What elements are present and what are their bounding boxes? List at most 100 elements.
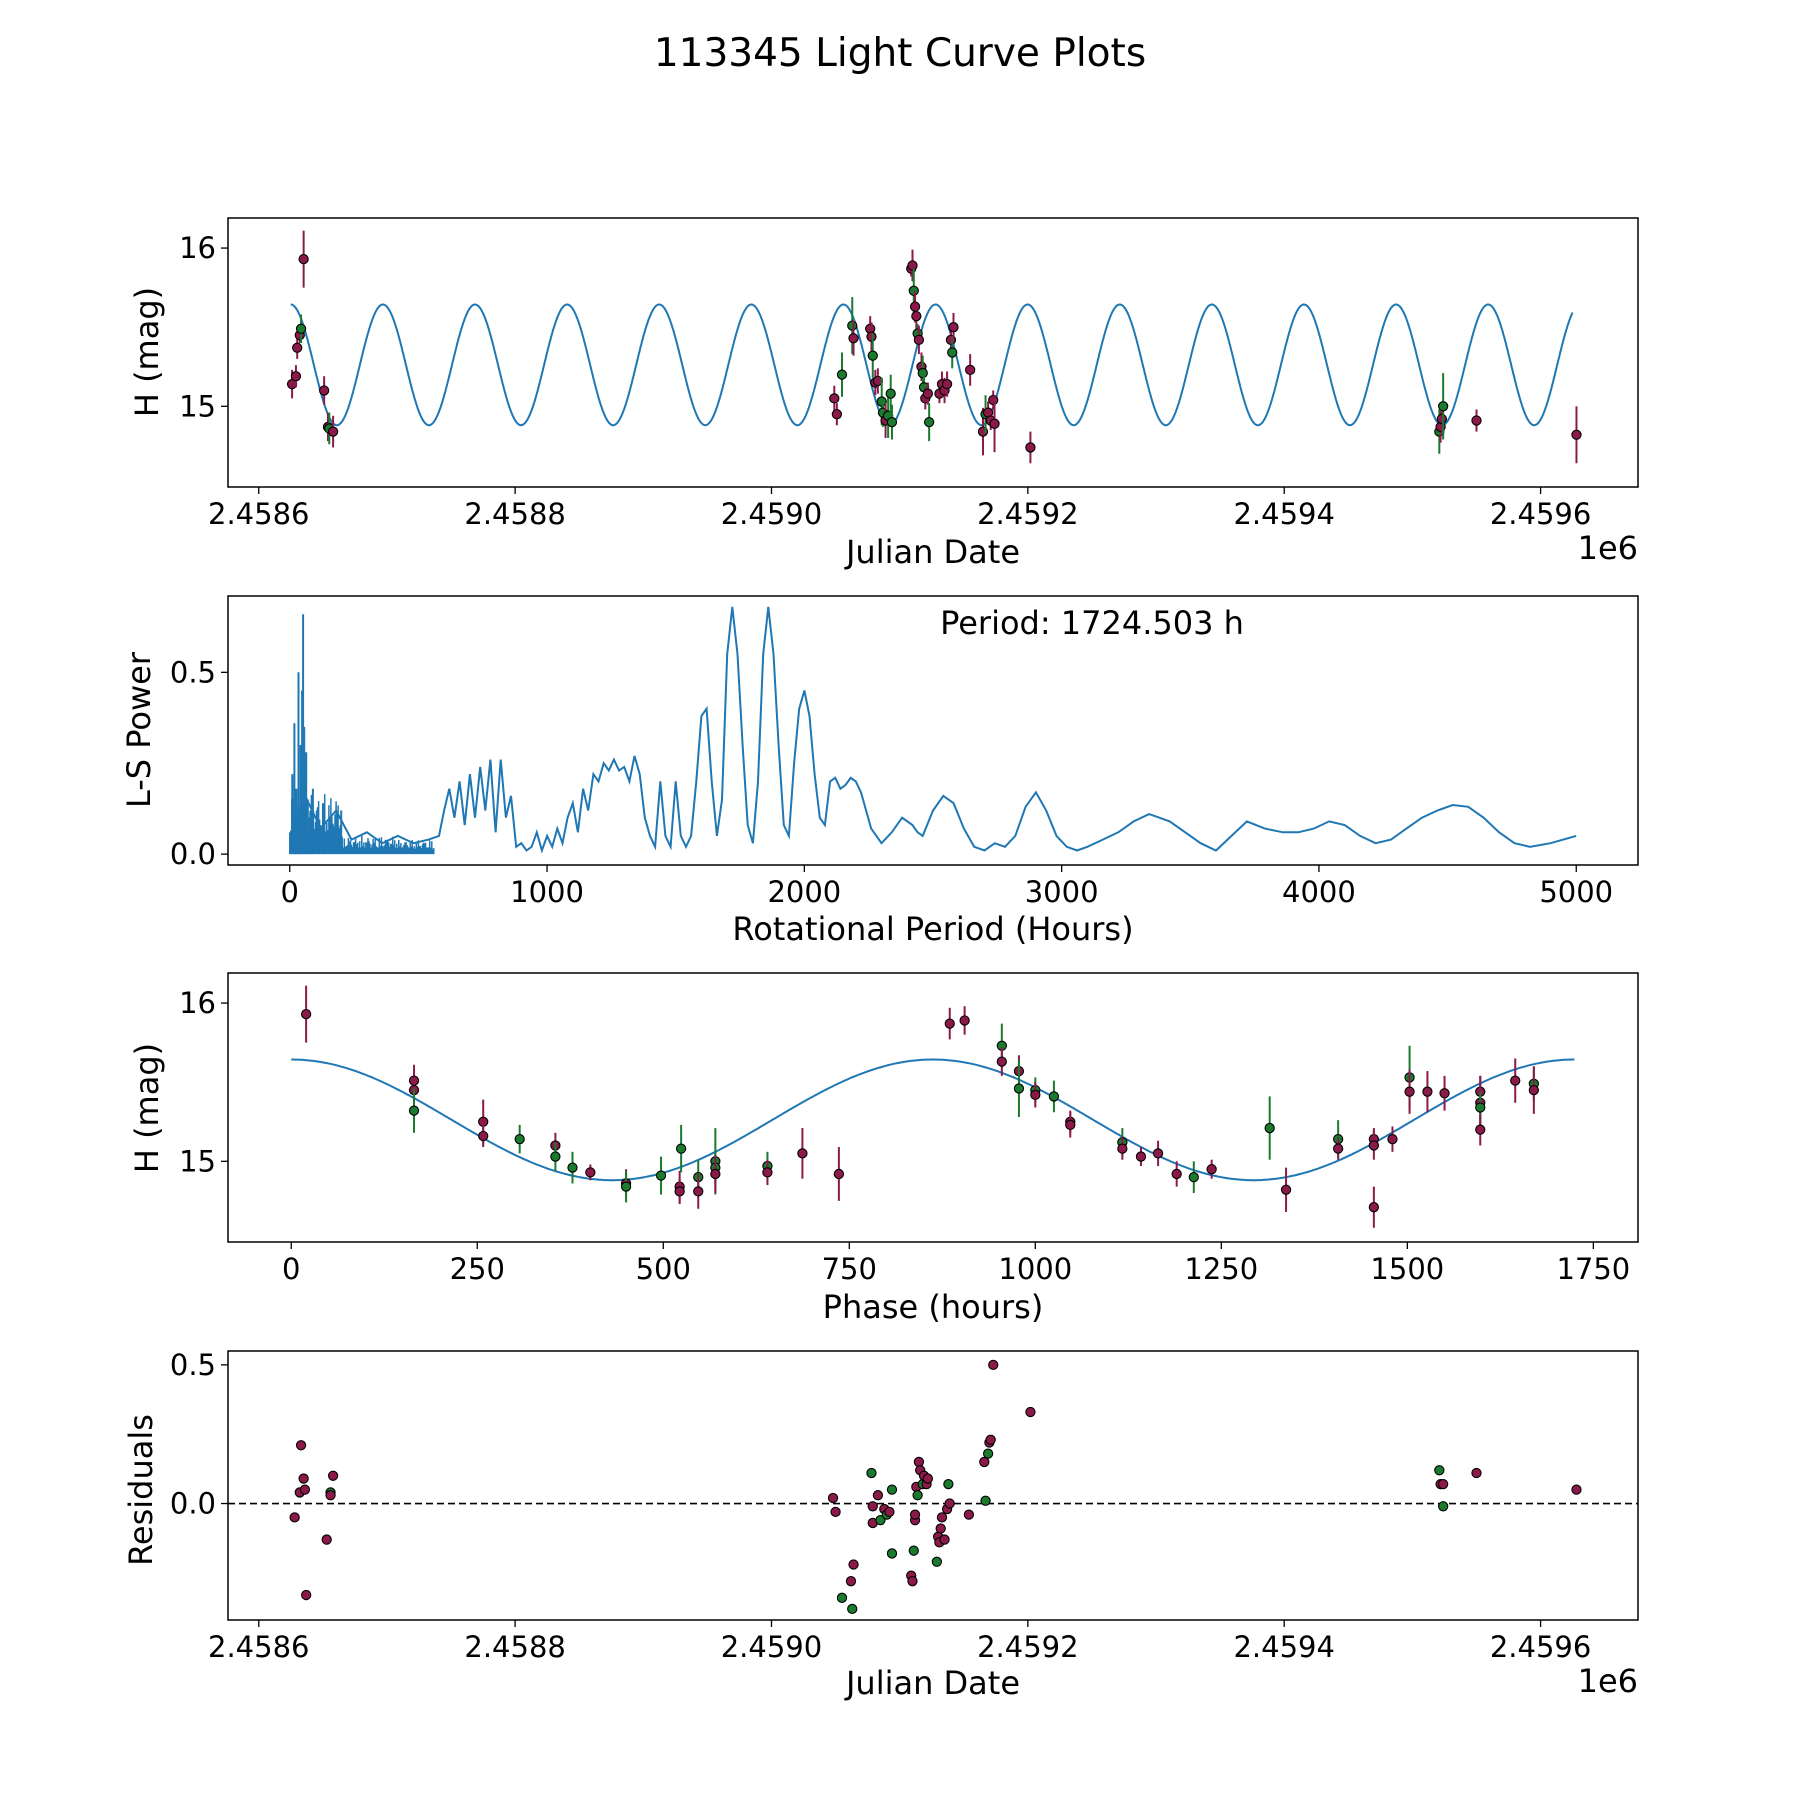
x-tick-label: 1750 [1556, 1252, 1630, 1286]
x-tick-label: 0 [281, 875, 299, 909]
data-point [996, 1056, 1007, 1067]
data-point [943, 1478, 954, 1490]
y-tick-label: 16 [179, 986, 216, 1020]
data-point [1206, 1164, 1217, 1175]
periodogram-panel: Rotational Period (Hours) L-S Power Peri… [120, 595, 1639, 948]
data-point [833, 1168, 845, 1180]
data-point [979, 1456, 990, 1468]
data-point [886, 1548, 898, 1559]
data-point [289, 1512, 300, 1523]
data-point [845, 1576, 857, 1587]
data-point [827, 1492, 839, 1504]
residuals-offset-label: 1e6 [1578, 1662, 1638, 1700]
data-point [299, 1484, 311, 1495]
data-point [963, 1509, 975, 1520]
data-point [762, 1167, 773, 1178]
data-point [1264, 1122, 1275, 1134]
data-point [924, 416, 935, 428]
phase-panel: Phase (hours) H (mag) 0 250 500 750 1000 1250… [128, 972, 1639, 1326]
data-point [959, 1015, 970, 1026]
periodogram-marks: 0 1000 2000 3000 4000 5000 0.0 0.5 [170, 606, 1613, 909]
data-point [298, 253, 309, 265]
data-point [909, 301, 921, 312]
y-tick-label: 16 [179, 231, 216, 265]
x-tick-label: 1000 [510, 875, 584, 909]
data-point [941, 378, 953, 390]
data-point [1368, 1140, 1380, 1151]
data-point [866, 331, 877, 342]
data-point [872, 1490, 884, 1501]
x-tick-label: 2.4588 [464, 1630, 565, 1664]
data-point [1475, 1124, 1486, 1135]
data-point [550, 1151, 561, 1162]
y-tick-label: 0.0 [170, 1487, 216, 1521]
data-point [290, 371, 302, 382]
data-point [327, 1470, 339, 1481]
data-point [1434, 1465, 1445, 1476]
data-point [982, 1448, 994, 1459]
residuals-ylabel: Residuals [122, 1414, 160, 1566]
data-point [875, 1515, 886, 1526]
data-point [321, 1534, 332, 1545]
data-point [408, 1105, 420, 1116]
data-point [655, 1170, 667, 1181]
phase-xlabel: Phase (hours) [823, 1288, 1044, 1326]
x-tick-label: 2.4586 [208, 497, 309, 531]
x-tick-label: 1500 [1370, 1252, 1444, 1286]
data-point [847, 320, 858, 331]
data-point [867, 350, 878, 361]
data-point [922, 388, 934, 399]
data-point [886, 1484, 898, 1495]
data-point [325, 1490, 336, 1501]
data-point [298, 1473, 309, 1484]
residuals-panel: Julian Date Residuals 1e6 2.4586 2.4588 2.… [122, 1348, 1639, 1702]
x-tick-label: 250 [450, 1252, 505, 1286]
phase-frame [227, 972, 1639, 1243]
data-point [1332, 1143, 1344, 1154]
light-curve-marks: 2.4586 2.4588 2.4590 2.4592 2.4594 2.4596 15 16 [179, 230, 1591, 531]
x-tick-label: 500 [636, 1252, 691, 1286]
periodogram-ylabel: L-S Power [120, 651, 158, 808]
data-point [1438, 401, 1449, 412]
x-tick-label: 2.4588 [464, 497, 565, 531]
x-tick-label: 1250 [1184, 1252, 1258, 1286]
data-point [693, 1186, 704, 1197]
data-point [831, 409, 843, 420]
residuals-frame [227, 1350, 1639, 1621]
data-point [913, 334, 925, 345]
data-point [1571, 1484, 1582, 1495]
x-tick-label: 2.4594 [1233, 497, 1334, 531]
x-tick-label: 2.4596 [1490, 497, 1591, 531]
data-point [988, 1359, 999, 1371]
phase-ylabel: H (mag) [128, 1043, 166, 1173]
data-point [1117, 1143, 1128, 1154]
light-curve-panel: Julian Date H (mag) 1e6 2.4586 2.4588 2.45… [128, 217, 1639, 571]
data-point [836, 1592, 848, 1603]
data-point [567, 1162, 578, 1173]
data-point [947, 347, 958, 358]
data-point [836, 369, 848, 380]
data-point [318, 385, 330, 396]
data-point [908, 1545, 919, 1556]
data-point [848, 333, 859, 344]
data-point [620, 1181, 632, 1192]
data-point [1368, 1202, 1380, 1213]
x-tick-label: 2.4590 [721, 497, 822, 531]
data-point [514, 1133, 525, 1145]
data-point [908, 285, 919, 296]
data-point [866, 1467, 877, 1479]
data-point [301, 1589, 312, 1601]
data-point [884, 1506, 895, 1517]
x-tick-label: 2.4590 [721, 1630, 822, 1664]
data-point [1438, 1501, 1449, 1512]
x-tick-label: 4000 [1282, 875, 1356, 909]
data-point [886, 416, 898, 428]
phase-marks: 0 250 500 750 1000 1250 1500 1750 15 16 [179, 985, 1630, 1286]
data-point [885, 388, 896, 399]
data-point [917, 367, 928, 379]
y-tick-label: 0.5 [170, 655, 216, 689]
data-point [1528, 1084, 1539, 1096]
data-point [965, 364, 976, 376]
data-point [847, 1603, 858, 1615]
